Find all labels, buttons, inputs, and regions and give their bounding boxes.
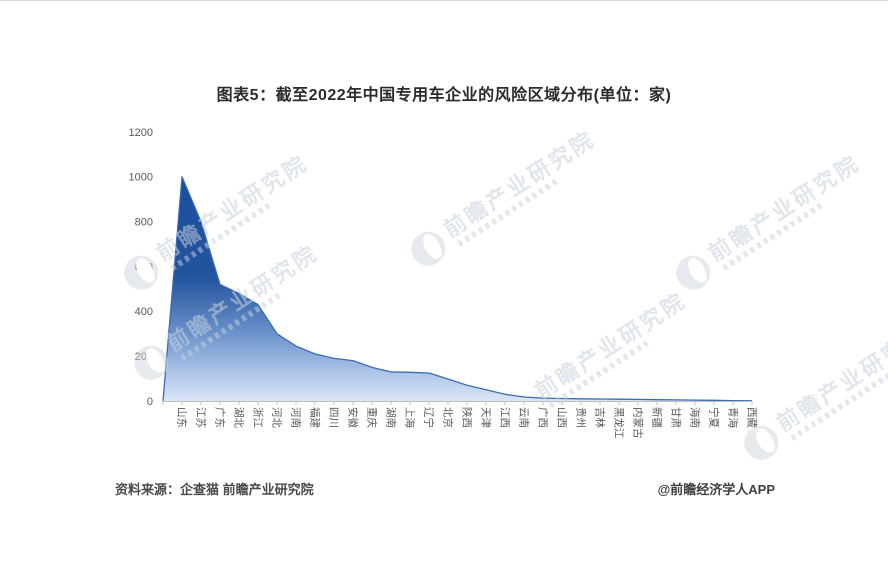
x-axis-label: 福建: [309, 407, 322, 428]
x-axis-label: 四川: [328, 407, 340, 428]
x-axis-label: 宁夏: [708, 407, 721, 428]
x-axis-label: 陕西: [461, 407, 474, 428]
x-axis-label: 江苏: [195, 407, 208, 428]
x-axis-label: 江西: [499, 407, 511, 428]
x-axis-label: 甘肃: [670, 407, 683, 428]
y-axis-label: 800: [135, 217, 153, 229]
area-series: [163, 176, 752, 401]
source-note: 资料来源：企查猫 前瞻产业研究院: [115, 482, 314, 497]
x-axis-label: 新疆: [651, 407, 664, 428]
x-axis-label: 西藏: [746, 407, 758, 428]
y-axis-label: 1200: [129, 127, 153, 139]
x-axis-label: 内蒙古: [632, 407, 645, 439]
x-axis-label: 黑龙江: [613, 407, 626, 439]
x-axis-label: 贵州: [575, 407, 588, 428]
x-axis-label: 天津: [480, 407, 492, 428]
x-axis-label: 山东: [176, 407, 189, 428]
chart-title: 图表5：截至2022年中国专用车企业的风险区域分布(单位：家): [216, 87, 672, 104]
x-axis-label: 湖北: [233, 407, 245, 428]
x-axis-label: 河北: [271, 407, 283, 428]
y-axis-label: 1000: [129, 172, 153, 184]
plot-content: 0 200 400 600 800 1000 1200 山东 江苏 广东 湖北 浙江 河北 河南 福建 四川安…: [129, 127, 758, 439]
x-axis-label: 山西: [556, 407, 568, 428]
x-axis-label: 海南: [689, 407, 702, 428]
x-axis-label: 湖南: [385, 407, 398, 428]
x-axis-label: 安徽: [347, 407, 360, 428]
x-axis-label: 浙江: [252, 407, 264, 428]
x-axis-label: 辽宁: [423, 407, 436, 428]
x-axis-label: 上海: [404, 407, 417, 428]
x-axis-label: 吉林: [594, 407, 607, 428]
x-axis-label: 青海: [727, 407, 740, 428]
x-axis-label: 广东: [214, 407, 227, 428]
y-axis-label: 0: [147, 396, 153, 408]
credit-note: @前瞻经济学人APP: [657, 482, 775, 497]
x-axis-label: 云南: [518, 407, 531, 428]
x-axis-label: 重庆: [366, 407, 379, 428]
y-axis-label: 200: [135, 351, 153, 363]
y-axis-label: 400: [135, 306, 153, 318]
y-axis-label: 600: [135, 261, 153, 273]
x-axis-label: 北京: [442, 407, 455, 428]
x-axis-label: 广西: [537, 407, 549, 428]
x-axis-label: 河南: [290, 407, 303, 428]
